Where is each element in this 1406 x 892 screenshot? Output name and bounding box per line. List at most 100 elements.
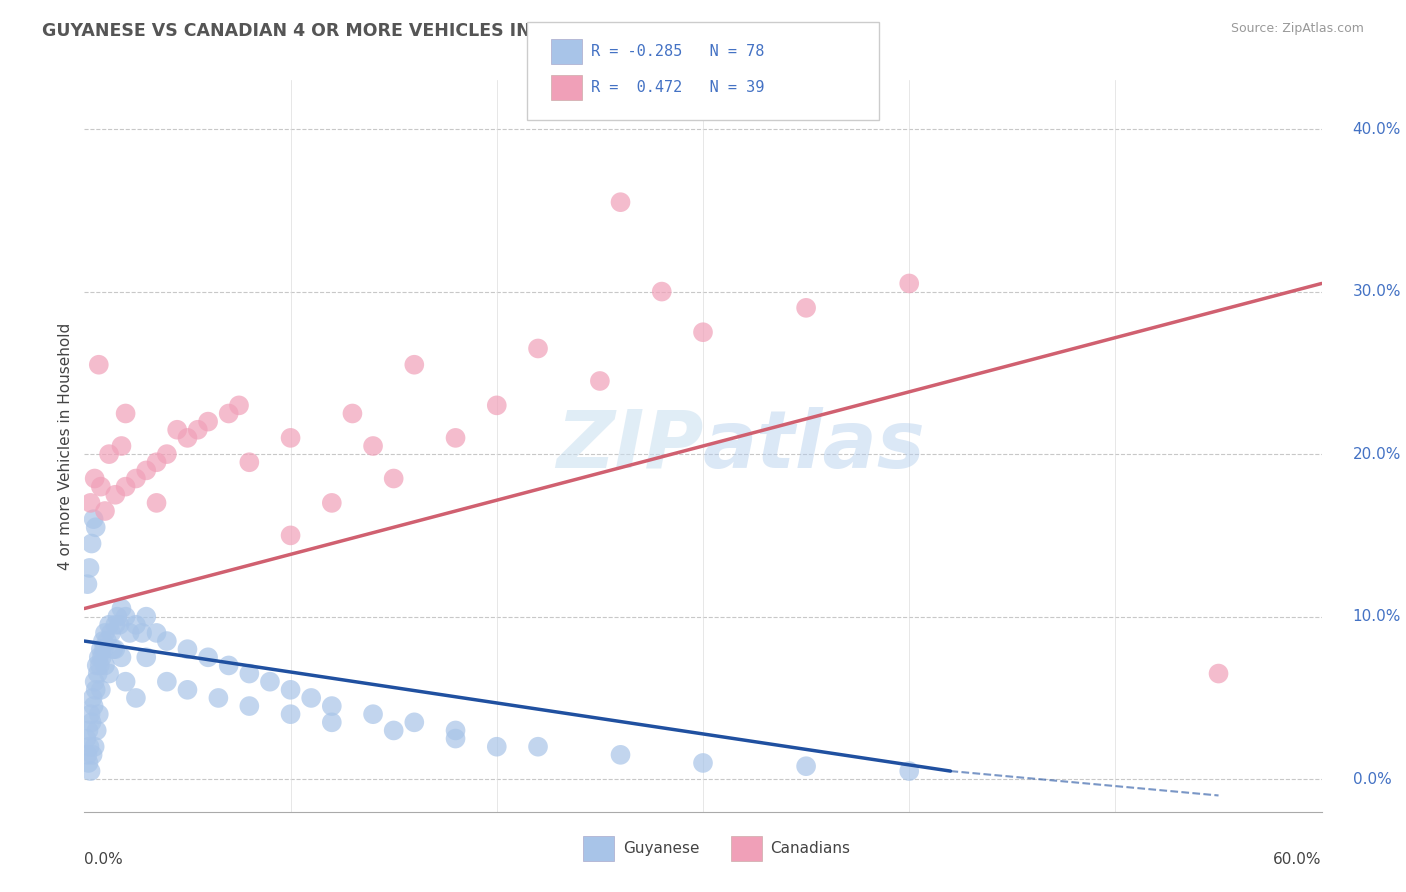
Point [79, 707, 101, 722]
Point [238, 455, 260, 469]
Point [321, 715, 343, 730]
Point [87, 650, 110, 665]
Point [382, 471, 405, 485]
Text: R =  0.472   N = 39: R = 0.472 N = 39 [591, 80, 763, 95]
Point [382, 723, 405, 738]
Point [100, 626, 122, 640]
Point [77, 723, 100, 738]
Point [609, 747, 631, 762]
Point [114, 480, 136, 494]
Point [280, 431, 302, 445]
Point [79, 739, 101, 754]
Point [794, 301, 817, 315]
Point [361, 439, 384, 453]
Point [898, 277, 921, 291]
Point [176, 682, 198, 697]
Point [110, 650, 132, 665]
Point [87, 358, 110, 372]
Point [79, 764, 101, 778]
Point [444, 731, 467, 746]
Point [156, 447, 179, 461]
Point [80, 715, 103, 730]
Point [404, 715, 426, 730]
Point [77, 756, 100, 770]
Point [98, 447, 121, 461]
Point [104, 617, 127, 632]
Point [90, 642, 112, 657]
Point [692, 325, 714, 339]
Text: ZIP: ZIP [555, 407, 703, 485]
Point [86, 723, 108, 738]
Point [176, 431, 198, 445]
Point [444, 431, 467, 445]
Text: 0.0%: 0.0% [84, 853, 124, 867]
Point [135, 609, 157, 624]
Point [207, 690, 229, 705]
Point [794, 759, 817, 773]
Point [94, 504, 117, 518]
Point [79, 496, 101, 510]
Point [299, 690, 322, 705]
Point [87, 707, 110, 722]
Point [280, 528, 302, 542]
Point [197, 650, 219, 665]
Point [651, 285, 673, 299]
Point [280, 707, 302, 722]
Point [589, 374, 612, 388]
Text: atlas: atlas [703, 407, 925, 485]
Text: Guyanese: Guyanese [623, 841, 699, 855]
Point [145, 455, 167, 469]
Point [125, 690, 148, 705]
Point [218, 407, 240, 421]
Point [238, 699, 260, 714]
Point [103, 642, 125, 657]
Point [444, 723, 467, 738]
Point [131, 626, 153, 640]
Point [609, 195, 631, 210]
Point [86, 658, 108, 673]
Point [280, 682, 302, 697]
Point [75, 731, 97, 746]
Point [156, 634, 179, 648]
Point [228, 398, 250, 412]
Point [1208, 666, 1230, 681]
Point [98, 666, 121, 681]
Point [79, 561, 101, 575]
Point [125, 617, 148, 632]
Point [259, 674, 281, 689]
Text: 40.0%: 40.0% [1353, 121, 1400, 136]
Point [898, 764, 921, 778]
Point [145, 626, 167, 640]
Point [187, 423, 209, 437]
Point [98, 617, 121, 632]
Point [197, 415, 219, 429]
Point [83, 699, 105, 714]
Point [90, 682, 112, 697]
Text: GUYANESE VS CANADIAN 4 OR MORE VEHICLES IN HOUSEHOLD CORRELATION CHART: GUYANESE VS CANADIAN 4 OR MORE VEHICLES … [42, 22, 875, 40]
Point [342, 407, 364, 421]
Point [94, 658, 117, 673]
Point [114, 609, 136, 624]
Point [125, 471, 148, 485]
Point [176, 642, 198, 657]
Text: R = -0.285   N = 78: R = -0.285 N = 78 [591, 45, 763, 59]
Point [321, 496, 343, 510]
Y-axis label: 4 or more Vehicles in Household: 4 or more Vehicles in Household [58, 322, 73, 570]
Point [361, 707, 384, 722]
Point [135, 463, 157, 477]
Point [527, 342, 550, 356]
Point [118, 626, 141, 640]
Point [108, 617, 131, 632]
Point [114, 407, 136, 421]
Point [76, 577, 98, 591]
Text: 20.0%: 20.0% [1353, 447, 1400, 462]
Text: 60.0%: 60.0% [1274, 853, 1322, 867]
Point [104, 642, 127, 657]
Point [91, 634, 114, 648]
Point [87, 666, 110, 681]
Point [96, 634, 118, 648]
Text: 30.0%: 30.0% [1353, 284, 1400, 299]
Point [84, 520, 107, 534]
Point [82, 747, 104, 762]
Point [83, 512, 105, 526]
